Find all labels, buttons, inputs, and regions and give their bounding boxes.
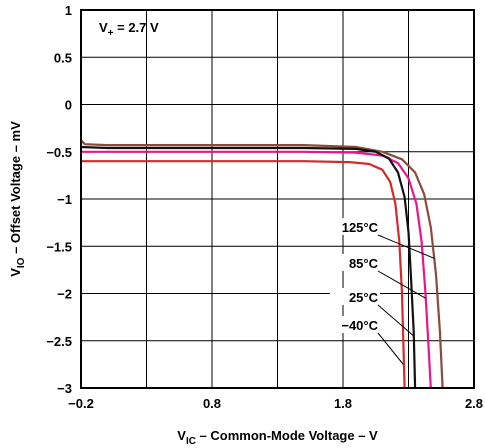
curve-25C <box>81 145 417 388</box>
y-tick-label: −1.5 <box>46 239 72 254</box>
y-tick-label: 0.5 <box>54 50 72 65</box>
curve-label: 25°C <box>349 290 379 305</box>
leader-line <box>377 270 426 299</box>
curve-labels: 125°C 85°C 25°C −40°C <box>330 218 435 365</box>
curves <box>81 139 444 388</box>
curve-label-background <box>330 254 380 271</box>
curve-label: 125°C <box>342 220 379 235</box>
y-tick-label: −3 <box>57 381 72 396</box>
x-tick-label: 0.8 <box>203 396 221 411</box>
y-tick-label: −1 <box>57 192 72 207</box>
y-tick-label: 0 <box>65 98 72 113</box>
y-tick-label: −2.5 <box>46 334 72 349</box>
curve-label-background <box>330 218 380 235</box>
x-tick-label: 2.8 <box>465 396 483 411</box>
plot-frame <box>80 9 475 389</box>
leader-line <box>377 234 435 259</box>
leader-line <box>377 332 404 365</box>
curve-label-background <box>330 288 380 305</box>
y-tick-label: 1 <box>65 3 72 18</box>
x-axis-label: VIC – Common-Mode Voltage – V <box>177 428 378 447</box>
curve-40C <box>81 160 406 388</box>
supply-voltage-annotation: V+ = 2.7 V <box>99 20 159 39</box>
leader-line <box>377 304 415 337</box>
y-axis-label: VIO – Offset Voltage – mV <box>8 121 27 277</box>
tick-labels: 1 0.5 0 −0.5 −1 −1.5 −2 −2.5 −3−0.2 0.8 1.8 2.8 <box>46 3 483 411</box>
y-tick-label: −0.5 <box>46 145 72 160</box>
x-tick-label: 1.8 <box>334 396 352 411</box>
curve-label: 85°C <box>349 256 379 271</box>
x-tick-label: −0.2 <box>68 396 94 411</box>
curve-label: −40°C <box>341 318 378 333</box>
curve-label-background <box>330 316 380 333</box>
y-tick-label: −2 <box>57 287 72 302</box>
